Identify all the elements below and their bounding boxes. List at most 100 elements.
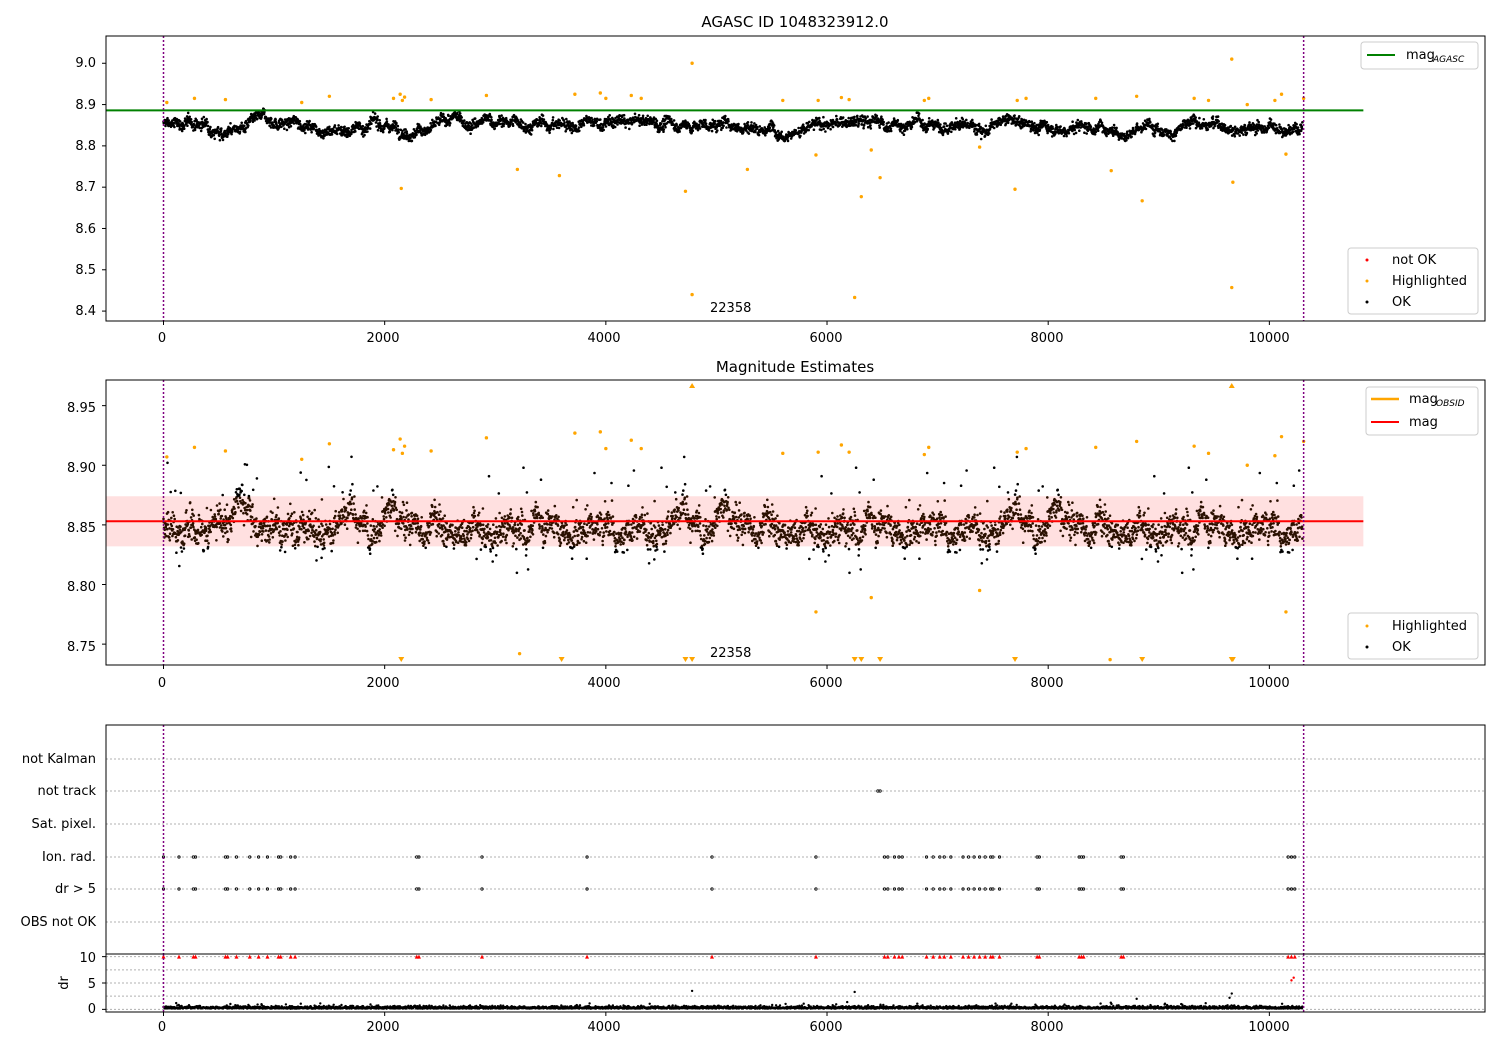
ok-point <box>360 517 364 520</box>
ok-point <box>591 118 594 122</box>
ok-point <box>166 510 170 514</box>
ok-point <box>278 534 282 537</box>
ok-point <box>829 127 832 131</box>
ok-point <box>613 125 617 129</box>
ok-point <box>628 127 631 131</box>
ok-point <box>326 531 330 535</box>
ok-point <box>397 128 400 131</box>
ok-point <box>285 533 288 536</box>
ok-point <box>375 536 379 540</box>
ok-point <box>293 511 296 514</box>
ok-point <box>1298 132 1301 136</box>
ok-point <box>424 546 428 550</box>
ok-point <box>190 120 193 124</box>
ok-point <box>338 516 342 520</box>
ok-point <box>407 513 411 516</box>
ok-point <box>467 124 471 128</box>
ok-point <box>322 541 326 545</box>
ok-point <box>334 528 337 531</box>
ok-point <box>469 122 473 125</box>
panel-2-title: Magnitude Estimates <box>716 358 874 376</box>
ok-point <box>1126 130 1129 133</box>
p1-ytick-label: 8.6 <box>75 222 96 237</box>
ok-point <box>881 118 884 121</box>
ok-point <box>622 113 626 117</box>
ok-point <box>950 130 953 134</box>
ok-point <box>166 523 170 526</box>
ok-point <box>218 133 221 137</box>
ok-point <box>376 117 379 121</box>
ok-point <box>312 127 316 130</box>
ok-point <box>380 496 384 499</box>
ok-point <box>321 524 324 528</box>
ok-point <box>282 523 285 527</box>
ok-point <box>429 531 433 534</box>
ok-point <box>1200 126 1204 130</box>
highlighted-point <box>1230 57 1234 61</box>
ok-point <box>551 118 555 122</box>
ok-point <box>358 529 361 533</box>
ok-point <box>393 529 397 533</box>
ok-point <box>1160 128 1164 132</box>
ok-point <box>834 120 837 124</box>
ok-point <box>250 515 254 519</box>
ok-point <box>1130 135 1133 138</box>
ok-point <box>808 120 811 124</box>
ok-point <box>372 489 375 492</box>
ok-point <box>353 495 356 498</box>
ok-point <box>1149 121 1152 124</box>
highlighted-point <box>515 167 520 172</box>
ok-point <box>231 516 235 520</box>
ok-point <box>388 503 391 506</box>
ok-point <box>381 130 385 134</box>
ok-point <box>333 533 337 536</box>
ok-point <box>601 126 605 129</box>
ok-point <box>462 122 466 125</box>
ok-point <box>310 511 314 515</box>
ok-point <box>279 530 282 533</box>
ok-point <box>558 119 561 122</box>
ok-point <box>255 477 259 480</box>
ok-point <box>1291 130 1295 133</box>
ok-point <box>945 124 949 128</box>
ok-point <box>1211 117 1214 120</box>
ok-point <box>822 127 825 131</box>
ok-point <box>383 511 387 515</box>
ok-point <box>902 133 906 136</box>
ok-point <box>293 543 297 547</box>
ok-point <box>172 121 176 125</box>
ok-point <box>237 506 240 509</box>
ok-point <box>391 128 394 132</box>
highlighted-point <box>1094 96 1098 101</box>
ok-point <box>213 513 216 516</box>
ok-point <box>602 128 605 132</box>
ok-point <box>307 126 310 130</box>
highlighted-point <box>1206 98 1211 103</box>
ok-point <box>722 121 725 124</box>
ok-point <box>401 500 405 504</box>
ok-point <box>521 121 525 124</box>
ok-point <box>1188 127 1192 130</box>
ok-point <box>213 137 216 141</box>
ok-point <box>261 526 265 530</box>
ok-point <box>414 530 418 534</box>
ok-point <box>1037 133 1040 137</box>
ok-point <box>283 550 287 554</box>
ok-point <box>366 516 369 519</box>
ok-point <box>415 514 419 517</box>
ok-point <box>276 506 280 509</box>
ok-point <box>448 124 451 127</box>
ok-point <box>239 509 243 513</box>
ok-point <box>314 529 318 532</box>
ok-point <box>376 115 380 118</box>
ok-point <box>184 511 188 514</box>
ok-point <box>406 528 409 531</box>
ok-point <box>220 524 223 527</box>
ok-point <box>402 533 406 537</box>
ok-point <box>366 522 369 525</box>
ok-point <box>1125 138 1128 142</box>
ok-point <box>1045 120 1049 124</box>
ok-point <box>189 526 193 529</box>
highlighted-point <box>683 189 688 194</box>
ok-point <box>691 129 695 132</box>
